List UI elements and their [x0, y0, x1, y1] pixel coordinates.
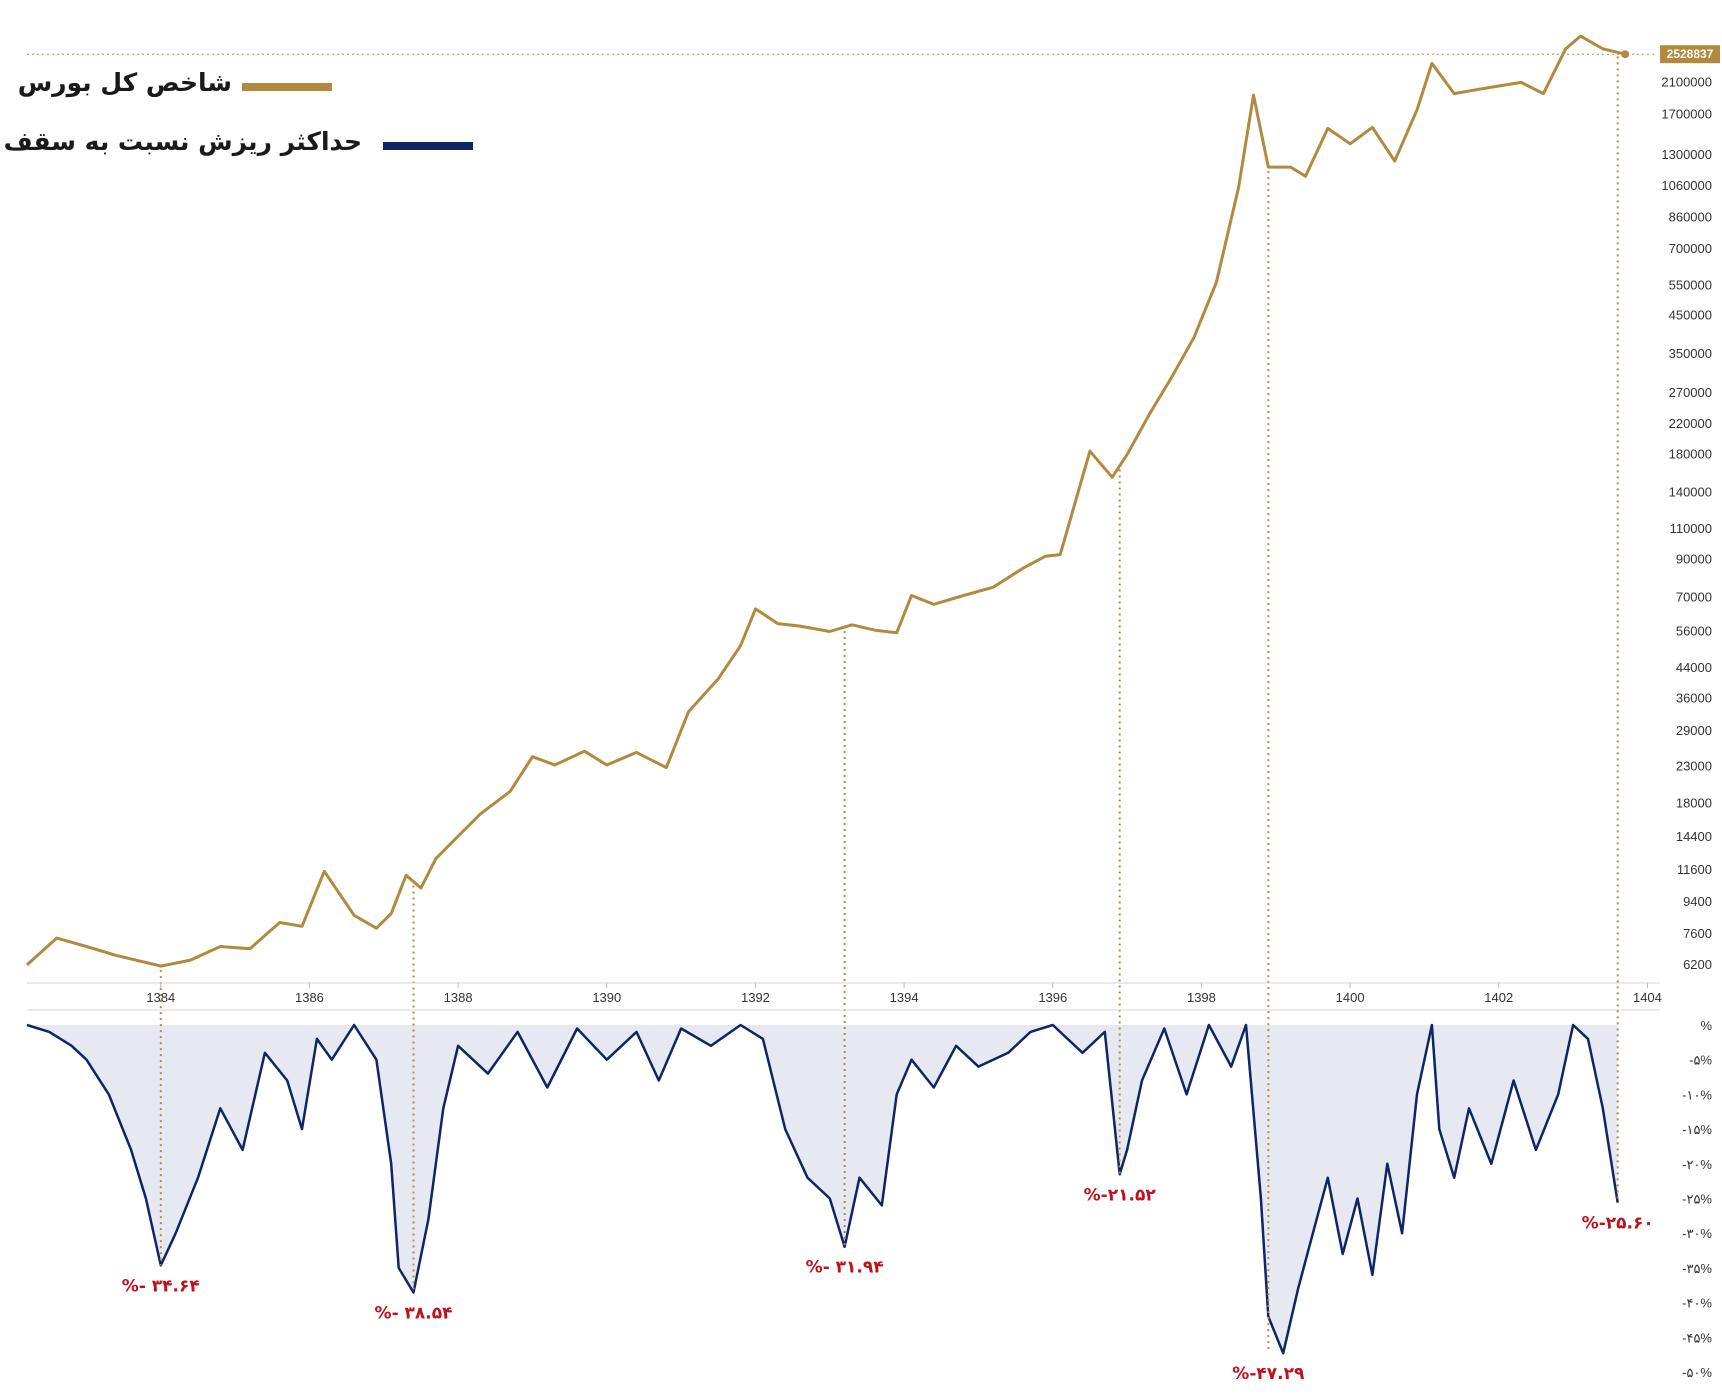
- drawdown-label-0: %- ۳۴.۶۴: [122, 1276, 200, 1296]
- dd-tick-label-2: -۱۰%: [1682, 1087, 1712, 1102]
- last-value-tag: [1660, 45, 1720, 64]
- y-tick-label-12: 140000: [1669, 485, 1712, 500]
- dd-tick-label-6: -۳۰%: [1682, 1226, 1712, 1241]
- y-tick-label-4: 860000: [1669, 210, 1712, 225]
- y-tick-label-2: 1300000: [1661, 147, 1712, 162]
- x-tick-label-10: 1404: [1633, 990, 1662, 1005]
- y-tick-label-16: 56000: [1676, 623, 1712, 638]
- y-axis-drawdown: % -۵% -۱۰% -۱۵% -۲۰% -۲۵% -۳۰% -۳۵% -۴۰% -۴۵% -۵۰%: [1682, 1018, 1712, 1380]
- x-tick-label-5: 1394: [890, 990, 919, 1005]
- last-value-marker: [1621, 50, 1630, 59]
- index-series-line: [25, 34, 1626, 968]
- y-tick-label-21: 18000: [1676, 795, 1712, 810]
- drawdown-label-1: %- ۳۸.۵۴: [375, 1303, 453, 1323]
- drawdown-label-2: %- ۳۱.۹۴: [806, 1258, 884, 1278]
- y-tick-label-8: 350000: [1669, 346, 1712, 361]
- drawdown-label-4: %-۴۷.۲۹: [1232, 1364, 1305, 1384]
- y-tick-label-20: 23000: [1676, 758, 1712, 773]
- y-tick-label-22: 14400: [1676, 829, 1712, 844]
- legend-index-label: شاخص کل بورس: [17, 68, 232, 97]
- y-tick-label-5: 700000: [1669, 241, 1712, 256]
- drawdown-series-line: [26, 1023, 1619, 1355]
- legend-index: شاخص کل بورس: [0, 68, 232, 97]
- x-tick-label-0: 1384: [146, 990, 175, 1005]
- y-tick-label-11: 180000: [1669, 447, 1712, 462]
- drawdown-label-3: %-۲۱.۵۲: [1084, 1185, 1157, 1205]
- dd-tick-label-8: -۴۰%: [1682, 1296, 1712, 1311]
- y-tick-label-10: 220000: [1669, 416, 1712, 431]
- y-tick-label-7: 450000: [1669, 308, 1712, 323]
- y-tick-label-25: 7600: [1683, 926, 1712, 941]
- dd-tick-label-7: -۳۵%: [1682, 1261, 1712, 1276]
- y-axis-index: 2100000 1700000 1300000 1060000 860000 700000…: [1661, 74, 1712, 972]
- x-tick-label-1: 1386: [295, 990, 324, 1005]
- y-tick-label-18: 36000: [1676, 690, 1712, 705]
- x-axis: 1384 1386 1388 1390 1392 1394 1396 1398 1400 1402…: [27, 982, 1662, 1011]
- legend-drawdown-label: حداکثر ریزش نسبت به سقف: [3, 127, 362, 156]
- y-tick-label-26: 6200: [1683, 957, 1712, 972]
- index-chart: 2528837: [25, 34, 1720, 968]
- dd-tick-label-1: -۵%: [1689, 1053, 1712, 1068]
- legend-swatches: [242, 83, 473, 150]
- x-tick-label-8: 1400: [1336, 990, 1365, 1005]
- dd-tick-label-3: -۱۵%: [1682, 1122, 1712, 1137]
- dd-tick-label-10: -۵۰%: [1682, 1365, 1712, 1380]
- guide-lines: [159, 56, 1619, 1354]
- x-tick-label-2: 1388: [444, 990, 473, 1005]
- drawdown-labels: %- ۳۴.۶۴ %- ۳۸.۵۴ %- ۳۱.۹۴ %-۲۱.۵۲ %-۴۷.۲۹ %-…: [122, 1185, 1654, 1384]
- legend-drawdown: حداکثر ریزش نسبت به سقف: [2, 127, 362, 156]
- dd-tick-label-0: %: [1700, 1018, 1712, 1033]
- dd-tick-label-4: -۲۰%: [1682, 1157, 1712, 1172]
- y-tick-label-23: 11600: [1677, 862, 1712, 877]
- y-tick-label-9: 270000: [1669, 385, 1712, 400]
- x-tick-label-7: 1398: [1187, 990, 1216, 1005]
- x-tick-label-3: 1390: [592, 990, 621, 1005]
- y-tick-label-15: 70000: [1676, 590, 1712, 605]
- x-tick-label-4: 1392: [741, 990, 770, 1005]
- y-tick-label-24: 9400: [1683, 894, 1712, 909]
- y-tick-label-13: 110000: [1670, 521, 1712, 536]
- x-tick-label-9: 1402: [1484, 990, 1513, 1005]
- drawdown-area-fill: [27, 1025, 1618, 1354]
- drawdown-label-5: %-۲۵.۶۰: [1582, 1214, 1654, 1234]
- y-tick-label-1: 1700000: [1661, 106, 1712, 121]
- y-tick-label-14: 90000: [1676, 552, 1712, 567]
- drawdown-chart: [26, 1023, 1619, 1355]
- last-value-text: 2528837: [1667, 47, 1714, 61]
- y-tick-label-19: 29000: [1676, 723, 1712, 738]
- y-tick-label-17: 44000: [1676, 660, 1712, 675]
- dd-tick-label-9: -۴۵%: [1682, 1330, 1712, 1345]
- dd-tick-label-5: -۲۵%: [1682, 1192, 1712, 1207]
- y-tick-label-0: 2100000: [1661, 74, 1712, 89]
- x-tick-label-6: 1396: [1038, 990, 1067, 1005]
- y-tick-label-3: 1060000: [1661, 178, 1712, 193]
- y-tick-label-6: 550000: [1669, 277, 1712, 292]
